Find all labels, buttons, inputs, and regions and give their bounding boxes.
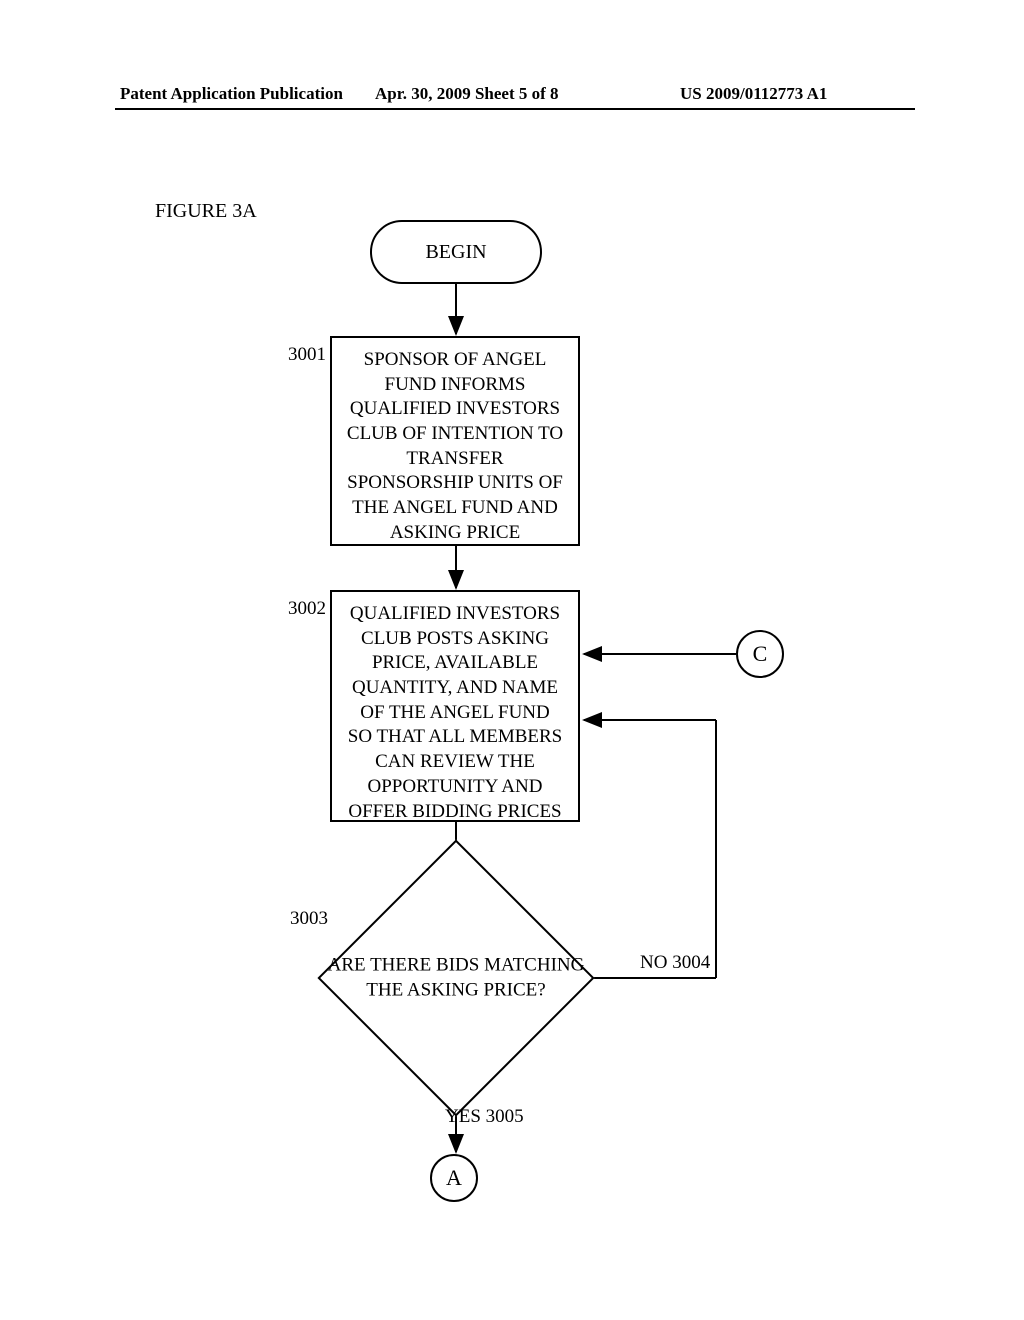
node-3001-text: SPONSOR OF ANGEL FUND INFORMS QUALIFIED … xyxy=(332,338,578,556)
branch-yes-label: YES 3005 xyxy=(445,1106,524,1128)
figure-label: FIGURE 3A xyxy=(155,200,257,223)
ref-3001: 3001 xyxy=(288,344,326,366)
branch-no-label: NO 3004 xyxy=(640,952,710,974)
connector-c-label: C xyxy=(753,641,768,667)
header-pub-number: US 2009/0112773 A1 xyxy=(680,84,827,104)
node-3001: SPONSOR OF ANGEL FUND INFORMS QUALIFIED … xyxy=(330,336,580,546)
header-rule xyxy=(115,108,915,110)
node-3002: QUALIFIED INVESTORS CLUB POSTS ASKING PR… xyxy=(330,590,580,822)
ref-3003: 3003 xyxy=(290,908,328,930)
node-begin: BEGIN xyxy=(370,220,542,284)
patent-page: Patent Application Publication Apr. 30, … xyxy=(0,0,1024,1320)
connector-a-label: A xyxy=(446,1165,462,1191)
ref-3002: 3002 xyxy=(288,598,326,620)
header-date-sheet: Apr. 30, 2009 Sheet 5 of 8 xyxy=(375,84,559,104)
node-begin-label: BEGIN xyxy=(425,241,486,264)
node-3002-text: QUALIFIED INVESTORS CLUB POSTS ASKING PR… xyxy=(332,592,578,834)
node-3003-text: ARE THERE BIDS MATCHING THE ASKING PRICE… xyxy=(319,953,593,1002)
header-publication: Patent Application Publication xyxy=(120,84,343,104)
node-3003: ARE THERE BIDS MATCHING THE ASKING PRICE… xyxy=(358,880,554,1076)
connector-c: C xyxy=(736,630,784,678)
connector-a: A xyxy=(430,1154,478,1202)
